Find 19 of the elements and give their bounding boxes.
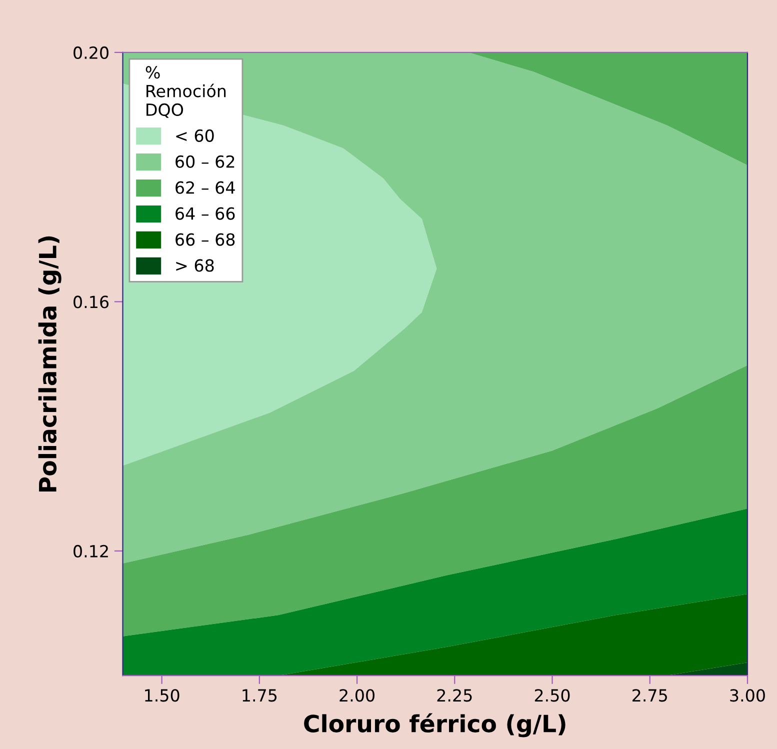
x-tick-label: 1.75 (242, 689, 277, 702)
legend-label: < 60 (176, 129, 214, 142)
y-tick-label: 0.20 (74, 46, 108, 59)
legend-label: > 68 (176, 259, 214, 272)
legend-label: 66 – 68 (176, 233, 235, 246)
y-axis-title: Poliacrilamida (g/L) (38, 236, 62, 492)
x-tick-label: 2.75 (632, 689, 667, 702)
x-tick-label: 3.00 (730, 689, 765, 702)
legend-title: % Remoción DQO (146, 66, 226, 118)
x-tick-label: 2.00 (340, 689, 374, 702)
legend-label: 64 – 66 (176, 207, 235, 220)
x-tick-label: 2.50 (534, 689, 570, 702)
x-axis-title: Cloruro férrico (g/L) (304, 713, 566, 738)
legend-label: 62 – 64 (176, 181, 235, 194)
x-tick-label: 1.50 (145, 689, 180, 702)
y-tick-label: 0.16 (74, 296, 109, 308)
legend-label: 60 – 62 (176, 155, 234, 168)
y-tick-label: 0.12 (74, 544, 108, 558)
x-tick-label: 2.25 (437, 689, 472, 702)
